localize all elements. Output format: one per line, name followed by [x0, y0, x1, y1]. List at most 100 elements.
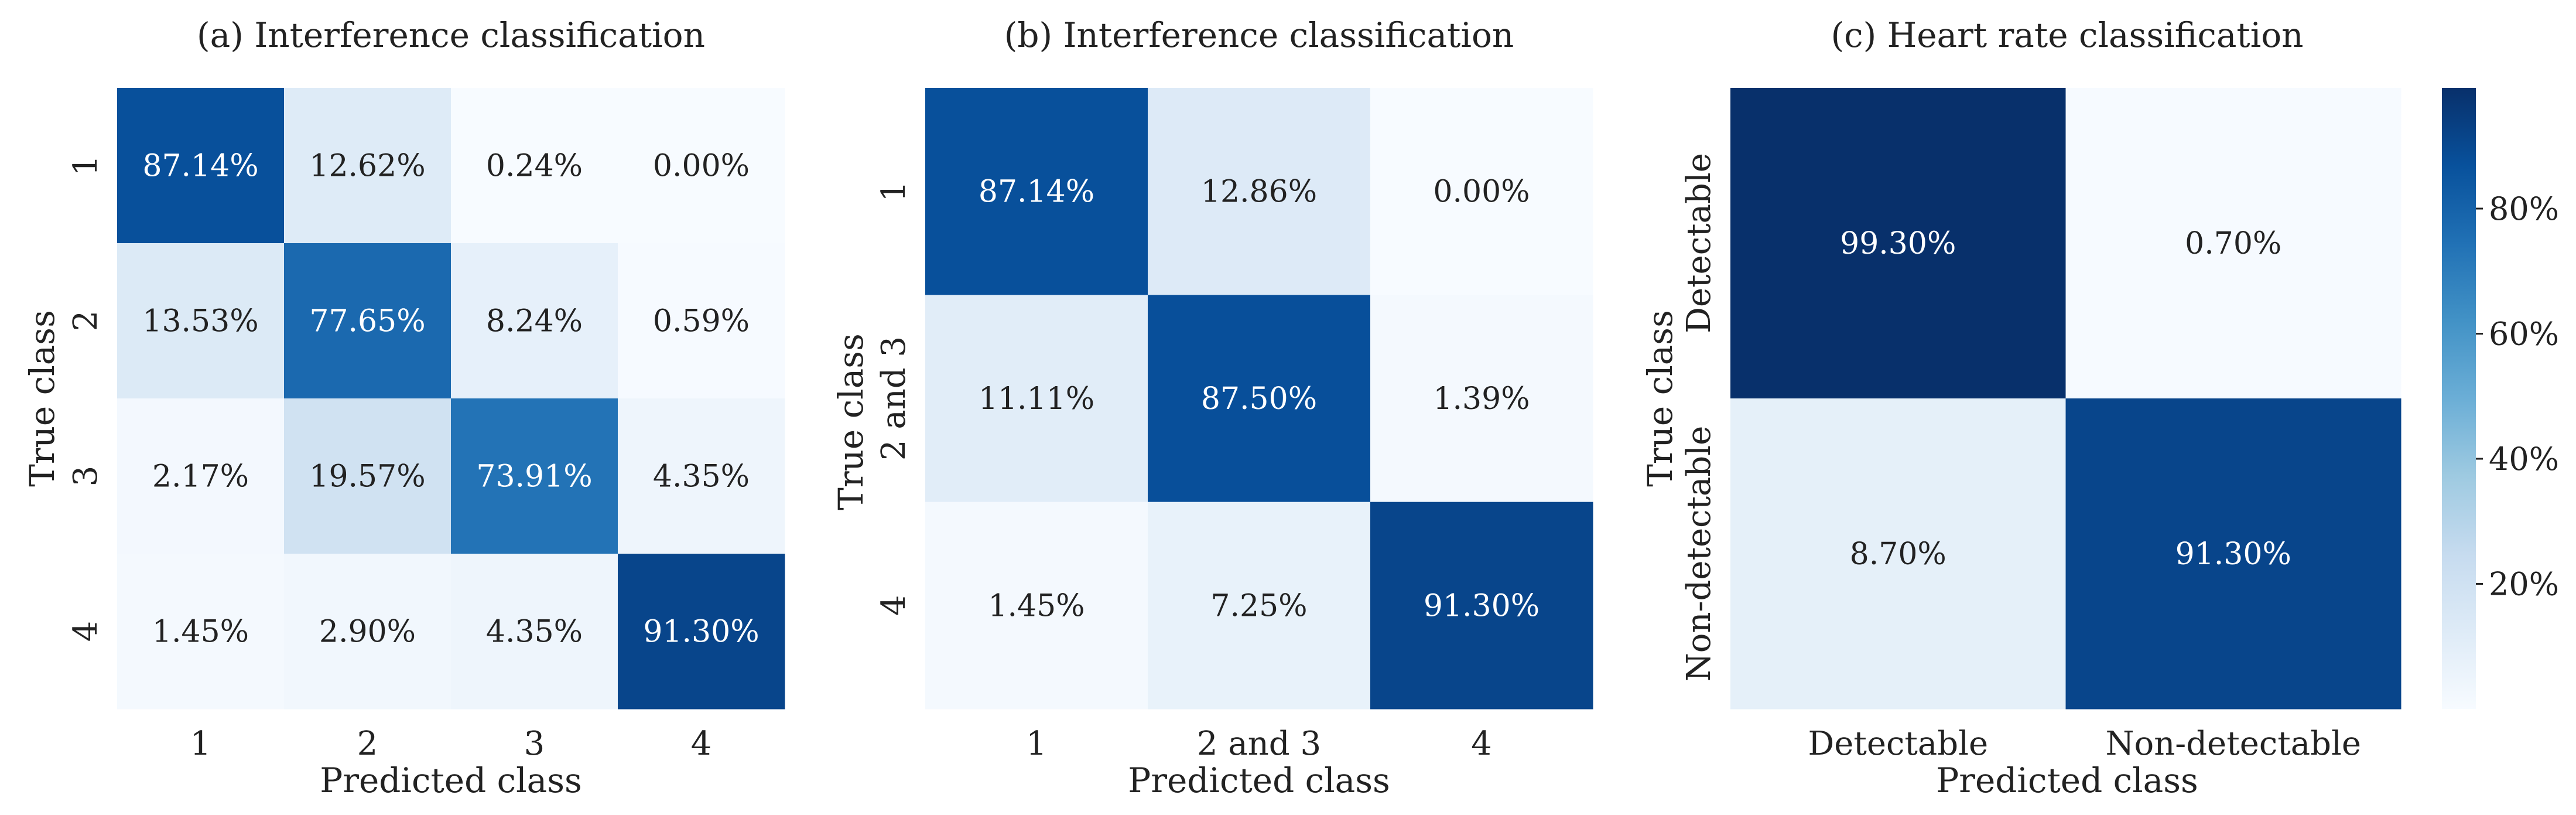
heatmap-cell [618, 88, 785, 244]
heatmap-cell [284, 88, 451, 244]
heatmap-cell [1148, 502, 1371, 710]
x-tick-label: 2 [357, 725, 378, 763]
y-tick-label: 2 and 3 [875, 336, 913, 461]
cell-label: 0.00% [1433, 175, 1530, 210]
cell-label: 12.62% [309, 149, 425, 184]
heatmap-cell [284, 243, 451, 399]
cell-label: 4.35% [486, 615, 583, 650]
colorbar-tick-label: 40% [2489, 441, 2559, 478]
cell-label: 91.30% [1424, 588, 1540, 623]
cell-label: 0.59% [653, 304, 750, 339]
heatmap-cell [284, 398, 451, 554]
cell-label: 73.91% [476, 459, 592, 495]
colorbar-ticks: 20% 40% 60% 80% [2476, 190, 2559, 603]
y-tick-label: 4 [875, 595, 913, 616]
panel-b-heatmap: 87.14% 12.86% 0.00% 11.11% 87.50% 1.39% 1.45% 7… [925, 88, 1593, 710]
heatmap-cell [925, 88, 1148, 295]
cell-label: 1.45% [152, 615, 249, 650]
panel-a-y-label: True class [22, 310, 62, 487]
x-tick-label: Non-detectable [2106, 725, 2362, 763]
y-tick-label: 3 [67, 466, 105, 487]
y-tick-label: 1 [67, 155, 105, 176]
heatmap-cell [1148, 88, 1371, 295]
cell-label: 1.39% [1433, 381, 1530, 417]
cell-label: 7.25% [1210, 588, 1307, 623]
x-tick-label: 1 [190, 725, 211, 763]
cell-label: 99.30% [1840, 226, 1956, 261]
panel-b: (b) Interference classification 87.14% 12… [831, 15, 1593, 800]
cell-label: 91.30% [2175, 537, 2291, 572]
cell-label: 0.70% [2185, 226, 2281, 261]
heatmap-cell [117, 88, 285, 244]
panel-c-heatmap: 99.30% 0.70% 8.70% 91.30% [1730, 88, 2401, 710]
panel-b-y-ticks: 1 2 and 3 4 [875, 181, 913, 616]
heatmap-cell [451, 398, 618, 554]
x-tick-label: 1 [1026, 725, 1047, 763]
panel-a: (a) Interference classification 87.14% 12… [22, 15, 785, 800]
panel-c-y-label: True class [1640, 310, 1680, 487]
panel-a-x-label: Predicted class [320, 761, 582, 800]
panel-a-heatmap: 87.14% 12.62% 0.24% 0.00% 13.53% 77.65% 8.24% 0… [117, 88, 785, 710]
heatmap-cell [451, 554, 618, 710]
cell-label: 12.86% [1201, 175, 1317, 210]
cell-label: 11.11% [979, 381, 1094, 417]
heatmap-cell [1370, 502, 1593, 710]
panel-a-x-ticks: 1 2 3 4 [190, 725, 712, 763]
heatmap-cell [284, 554, 451, 710]
cell-label: 8.24% [486, 304, 583, 339]
heatmap-cell [1370, 295, 1593, 503]
colorbar-tick-label: 60% [2489, 316, 2559, 353]
y-tick-label: Detectable [1680, 153, 1718, 333]
cell-label: 87.14% [142, 149, 258, 184]
heatmap-cell [117, 398, 285, 554]
colorbar-tick-label: 20% [2489, 566, 2559, 603]
colorbar-gradient [2442, 88, 2476, 709]
x-tick-label: 2 and 3 [1197, 725, 1321, 763]
cell-label: 2.90% [319, 615, 416, 650]
heatmap-cell [2065, 398, 2401, 710]
heatmap-cell [618, 243, 785, 399]
heatmap-cell [451, 243, 618, 399]
panel-b-y-label: True class [831, 333, 871, 510]
cell-label: 8.70% [1850, 537, 1946, 572]
panel-c: (c) Heart rate classification 99.30% 0.70… [1640, 15, 2401, 800]
cell-label: 1.45% [988, 588, 1085, 623]
y-tick-label: Non-detectable [1680, 426, 1718, 682]
heatmap-cell [451, 88, 618, 244]
y-tick-label: 1 [875, 181, 913, 202]
cell-label: 87.50% [1201, 381, 1317, 417]
heatmap-cell [1730, 398, 2066, 710]
cell-label: 2.17% [152, 459, 249, 495]
heatmap-cell [618, 554, 785, 710]
cell-label: 87.14% [979, 175, 1094, 210]
heatmap-cell [1730, 88, 2066, 399]
panel-a-y-ticks: 1 2 3 4 [67, 155, 105, 642]
colorbar: 20% 40% 60% 80% [2442, 88, 2559, 709]
cell-label: 4.35% [653, 459, 750, 495]
cell-label: 13.53% [142, 304, 258, 339]
panel-c-y-ticks: Detectable Non-detectable [1680, 153, 1718, 681]
heatmap-cell [618, 398, 785, 554]
cell-label: 19.57% [309, 459, 425, 495]
x-tick-label: 3 [524, 725, 545, 763]
cell-label: 91.30% [643, 615, 759, 650]
panel-c-x-ticks: Detectable Non-detectable [1808, 725, 2361, 763]
x-tick-label: Detectable [1808, 725, 1988, 763]
heatmap-cell [117, 554, 285, 710]
panel-a-title: (a) Interference classification [197, 15, 705, 55]
y-tick-label: 2 [67, 311, 105, 332]
colorbar-tick-label: 80% [2489, 190, 2559, 227]
panel-c-title: (c) Heart rate classification [1831, 15, 2303, 55]
heatmap-cell [925, 295, 1148, 503]
panel-b-x-ticks: 1 2 and 3 4 [1026, 725, 1492, 763]
panel-b-x-label: Predicted class [1128, 761, 1390, 800]
heatmap-cell [117, 243, 285, 399]
cell-label: 77.65% [309, 304, 425, 339]
panel-c-x-label: Predicted class [1936, 761, 2198, 800]
heatmap-cell [1148, 295, 1371, 503]
cell-label: 0.24% [486, 149, 583, 184]
heatmap-cell [1370, 88, 1593, 295]
cell-label: 0.00% [653, 149, 750, 184]
y-tick-label: 4 [67, 621, 105, 642]
